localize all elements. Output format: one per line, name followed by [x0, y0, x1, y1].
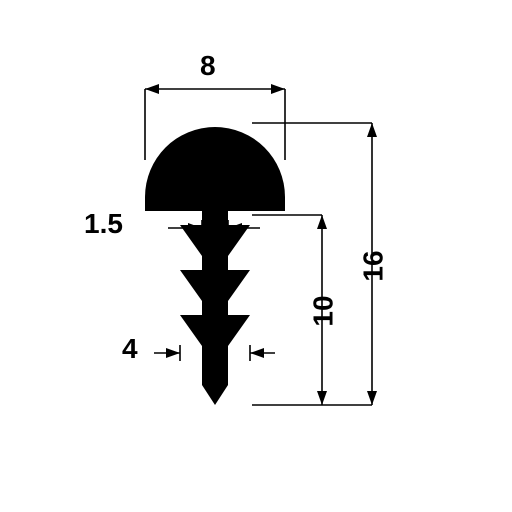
drawing-svg — [0, 0, 512, 512]
dim-label-neck: 1.5 — [84, 208, 123, 240]
dim-label-barb-width: 4 — [122, 333, 138, 365]
drawing-canvas: 8 1.5 4 16 10 — [0, 0, 512, 512]
dim-label-total-height: 16 — [358, 250, 390, 281]
dim-label-stem-height: 10 — [308, 295, 340, 326]
dim-label-top-width: 8 — [200, 50, 216, 82]
